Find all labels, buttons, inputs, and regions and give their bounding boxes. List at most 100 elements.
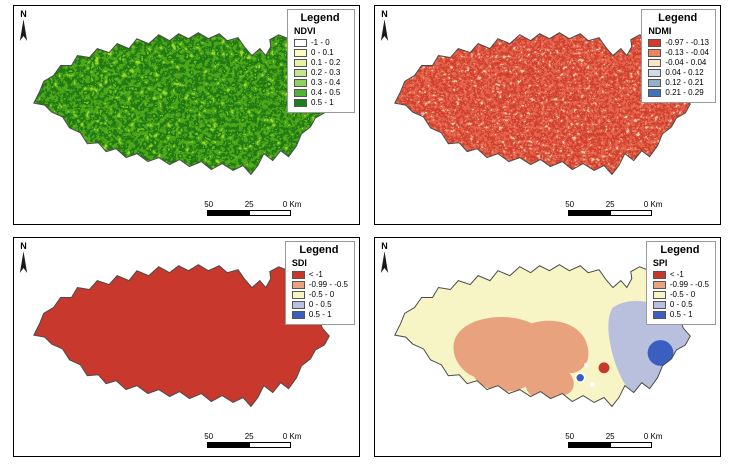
legend-class-label: 0 - 0.5 bbox=[308, 300, 332, 309]
legend-item: 0.4 - 0.5 bbox=[294, 88, 348, 97]
legend-swatch bbox=[652, 310, 666, 319]
legend-swatch bbox=[291, 290, 305, 299]
spi-moderate-dry-region bbox=[453, 316, 589, 401]
scale-bar: 50 25 0 Km bbox=[204, 432, 301, 448]
scale-bar-segment bbox=[249, 443, 291, 447]
spi-map bbox=[394, 264, 691, 407]
legend-class-label: 0.21 - 0.29 bbox=[665, 88, 704, 97]
scale-bar: 50 25 0 Km bbox=[565, 432, 662, 448]
scale-bar-line bbox=[207, 442, 292, 448]
spi-severe-dry-spot bbox=[598, 362, 610, 374]
legend-swatch bbox=[291, 270, 305, 279]
legend-title: Legend bbox=[660, 244, 700, 256]
legend-swatch bbox=[648, 38, 662, 47]
north-label: N bbox=[20, 241, 27, 251]
legend-item: -0.99 - -0.5 bbox=[291, 280, 348, 289]
scale-bar-segment bbox=[569, 211, 611, 215]
scale-bar-segment bbox=[569, 443, 611, 447]
scale-label-right: 0 Km bbox=[643, 200, 663, 209]
legend-item: 0.5 - 1 bbox=[291, 310, 348, 319]
legend-class-label: 0.5 - 1 bbox=[308, 310, 332, 319]
legend-swatch bbox=[291, 310, 305, 319]
legend-title: Legend bbox=[658, 12, 698, 24]
north-arrow: N bbox=[380, 241, 389, 275]
scale-bar-labels: 50 25 0 Km bbox=[565, 432, 662, 442]
scale-bar-segment bbox=[208, 211, 250, 215]
legend-swatch bbox=[648, 68, 662, 77]
scale-label-left: 50 bbox=[204, 200, 214, 209]
legend-swatch bbox=[291, 280, 305, 289]
legend-layer-name: NDMI bbox=[648, 26, 672, 36]
legend-box-ndmi: Legend NDMI -0.97 - -0.13 -0.13 - -0.04 … bbox=[641, 9, 716, 103]
scale-bar-labels: 50 25 0 Km bbox=[565, 200, 662, 210]
legend-class-label: -0.99 - -0.5 bbox=[669, 280, 709, 289]
legend-item: -0.5 - 0 bbox=[652, 290, 709, 299]
legend-class-label: 0.5 - 1 bbox=[311, 98, 334, 107]
scale-bar-segment bbox=[610, 211, 652, 215]
scale-bar-segment bbox=[610, 443, 652, 447]
legend-class-label: -0.97 - -0.13 bbox=[665, 38, 709, 47]
legend-box-spi: Legend SPI < -1 -0.99 - -0.5 -0.5 - 0 0 … bbox=[645, 241, 716, 325]
legend-item: 0 - 0.5 bbox=[291, 300, 348, 309]
legend-swatch bbox=[291, 300, 305, 309]
spi-white-spot bbox=[584, 362, 589, 367]
legend-class-label: 0.3 - 0.4 bbox=[311, 78, 341, 87]
legend-swatch bbox=[648, 48, 662, 57]
scale-label-mid: 25 bbox=[605, 432, 615, 441]
scale-bar: 50 25 0 Km bbox=[204, 200, 301, 216]
north-label: N bbox=[381, 241, 388, 251]
legend-item: -0.04 - 0.04 bbox=[648, 58, 709, 67]
figure-grid: N Legend NDVI -1 - 0 0 - 0.1 0.1 - 0.2 0… bbox=[13, 5, 721, 457]
legend-layer-name: NDVI bbox=[294, 26, 316, 36]
legend-box-sdi: Legend SDI < -1 -0.99 - -0.5 -0.5 - 0 0 … bbox=[284, 241, 355, 325]
legend-layer-name: SPI bbox=[652, 258, 668, 268]
legend-class-label: -0.5 - 0 bbox=[669, 290, 696, 299]
north-label: N bbox=[381, 9, 388, 19]
scale-label-right: 0 Km bbox=[282, 200, 302, 209]
legend-swatch bbox=[652, 280, 666, 289]
legend-item: -0.13 - -0.04 bbox=[648, 48, 709, 57]
legend-class-label: 0.1 - 0.2 bbox=[311, 58, 341, 67]
legend-swatch bbox=[652, 300, 666, 309]
legend-item: 0 - 0.5 bbox=[652, 300, 709, 309]
scale-label-right: 0 Km bbox=[282, 432, 302, 441]
legend-swatch bbox=[652, 290, 666, 299]
legend-item: -0.5 - 0 bbox=[291, 290, 348, 299]
legend-item: 0.3 - 0.4 bbox=[294, 78, 348, 87]
legend-swatch bbox=[294, 38, 307, 47]
scale-bar-labels: 50 25 0 Km bbox=[204, 432, 301, 442]
legend-swatch bbox=[294, 48, 307, 57]
legend-class-label: 0.4 - 0.5 bbox=[311, 88, 341, 97]
legend-class-label: 0.04 - 0.12 bbox=[665, 68, 704, 77]
legend-swatch bbox=[648, 78, 662, 87]
scale-label-left: 50 bbox=[565, 200, 575, 209]
legend-swatch bbox=[648, 58, 662, 67]
legend-class-label: 0 - 0.1 bbox=[311, 48, 334, 57]
scale-bar-segment bbox=[249, 211, 291, 215]
legend-item: 0.12 - 0.21 bbox=[648, 78, 709, 87]
legend-box-ndvi: Legend NDVI -1 - 0 0 - 0.1 0.1 - 0.2 0.2… bbox=[287, 9, 355, 113]
spi-white-spot bbox=[589, 382, 595, 388]
legend-title: Legend bbox=[300, 12, 340, 24]
legend-item: -1 - 0 bbox=[294, 38, 348, 47]
north-arrow: N bbox=[380, 9, 389, 43]
scale-bar-line bbox=[568, 210, 653, 216]
legend-layer-name: SDI bbox=[291, 258, 307, 268]
scale-label-mid: 25 bbox=[244, 432, 254, 441]
panel-sdi: N Legend SDI < -1 -0.99 - -0.5 -0.5 - 0 … bbox=[13, 237, 360, 457]
north-arrow-icon bbox=[19, 19, 28, 41]
legend-class-label: < -1 bbox=[308, 270, 323, 279]
legend-class-label: -0.5 - 0 bbox=[308, 290, 335, 299]
legend-class-label: -0.13 - -0.04 bbox=[665, 48, 709, 57]
legend-item: < -1 bbox=[652, 270, 709, 279]
scale-label-left: 50 bbox=[565, 432, 575, 441]
north-arrow: N bbox=[19, 9, 28, 43]
legend-item: 0 - 0.1 bbox=[294, 48, 348, 57]
legend-item: -0.97 - -0.13 bbox=[648, 38, 709, 47]
legend-item: 0.04 - 0.12 bbox=[648, 68, 709, 77]
scale-bar: 50 25 0 Km bbox=[565, 200, 662, 216]
legend-class-label: -0.99 - -0.5 bbox=[308, 280, 348, 289]
north-arrow-icon bbox=[380, 251, 389, 273]
spi-very-wet-spot bbox=[647, 340, 674, 366]
legend-swatch bbox=[294, 78, 307, 87]
